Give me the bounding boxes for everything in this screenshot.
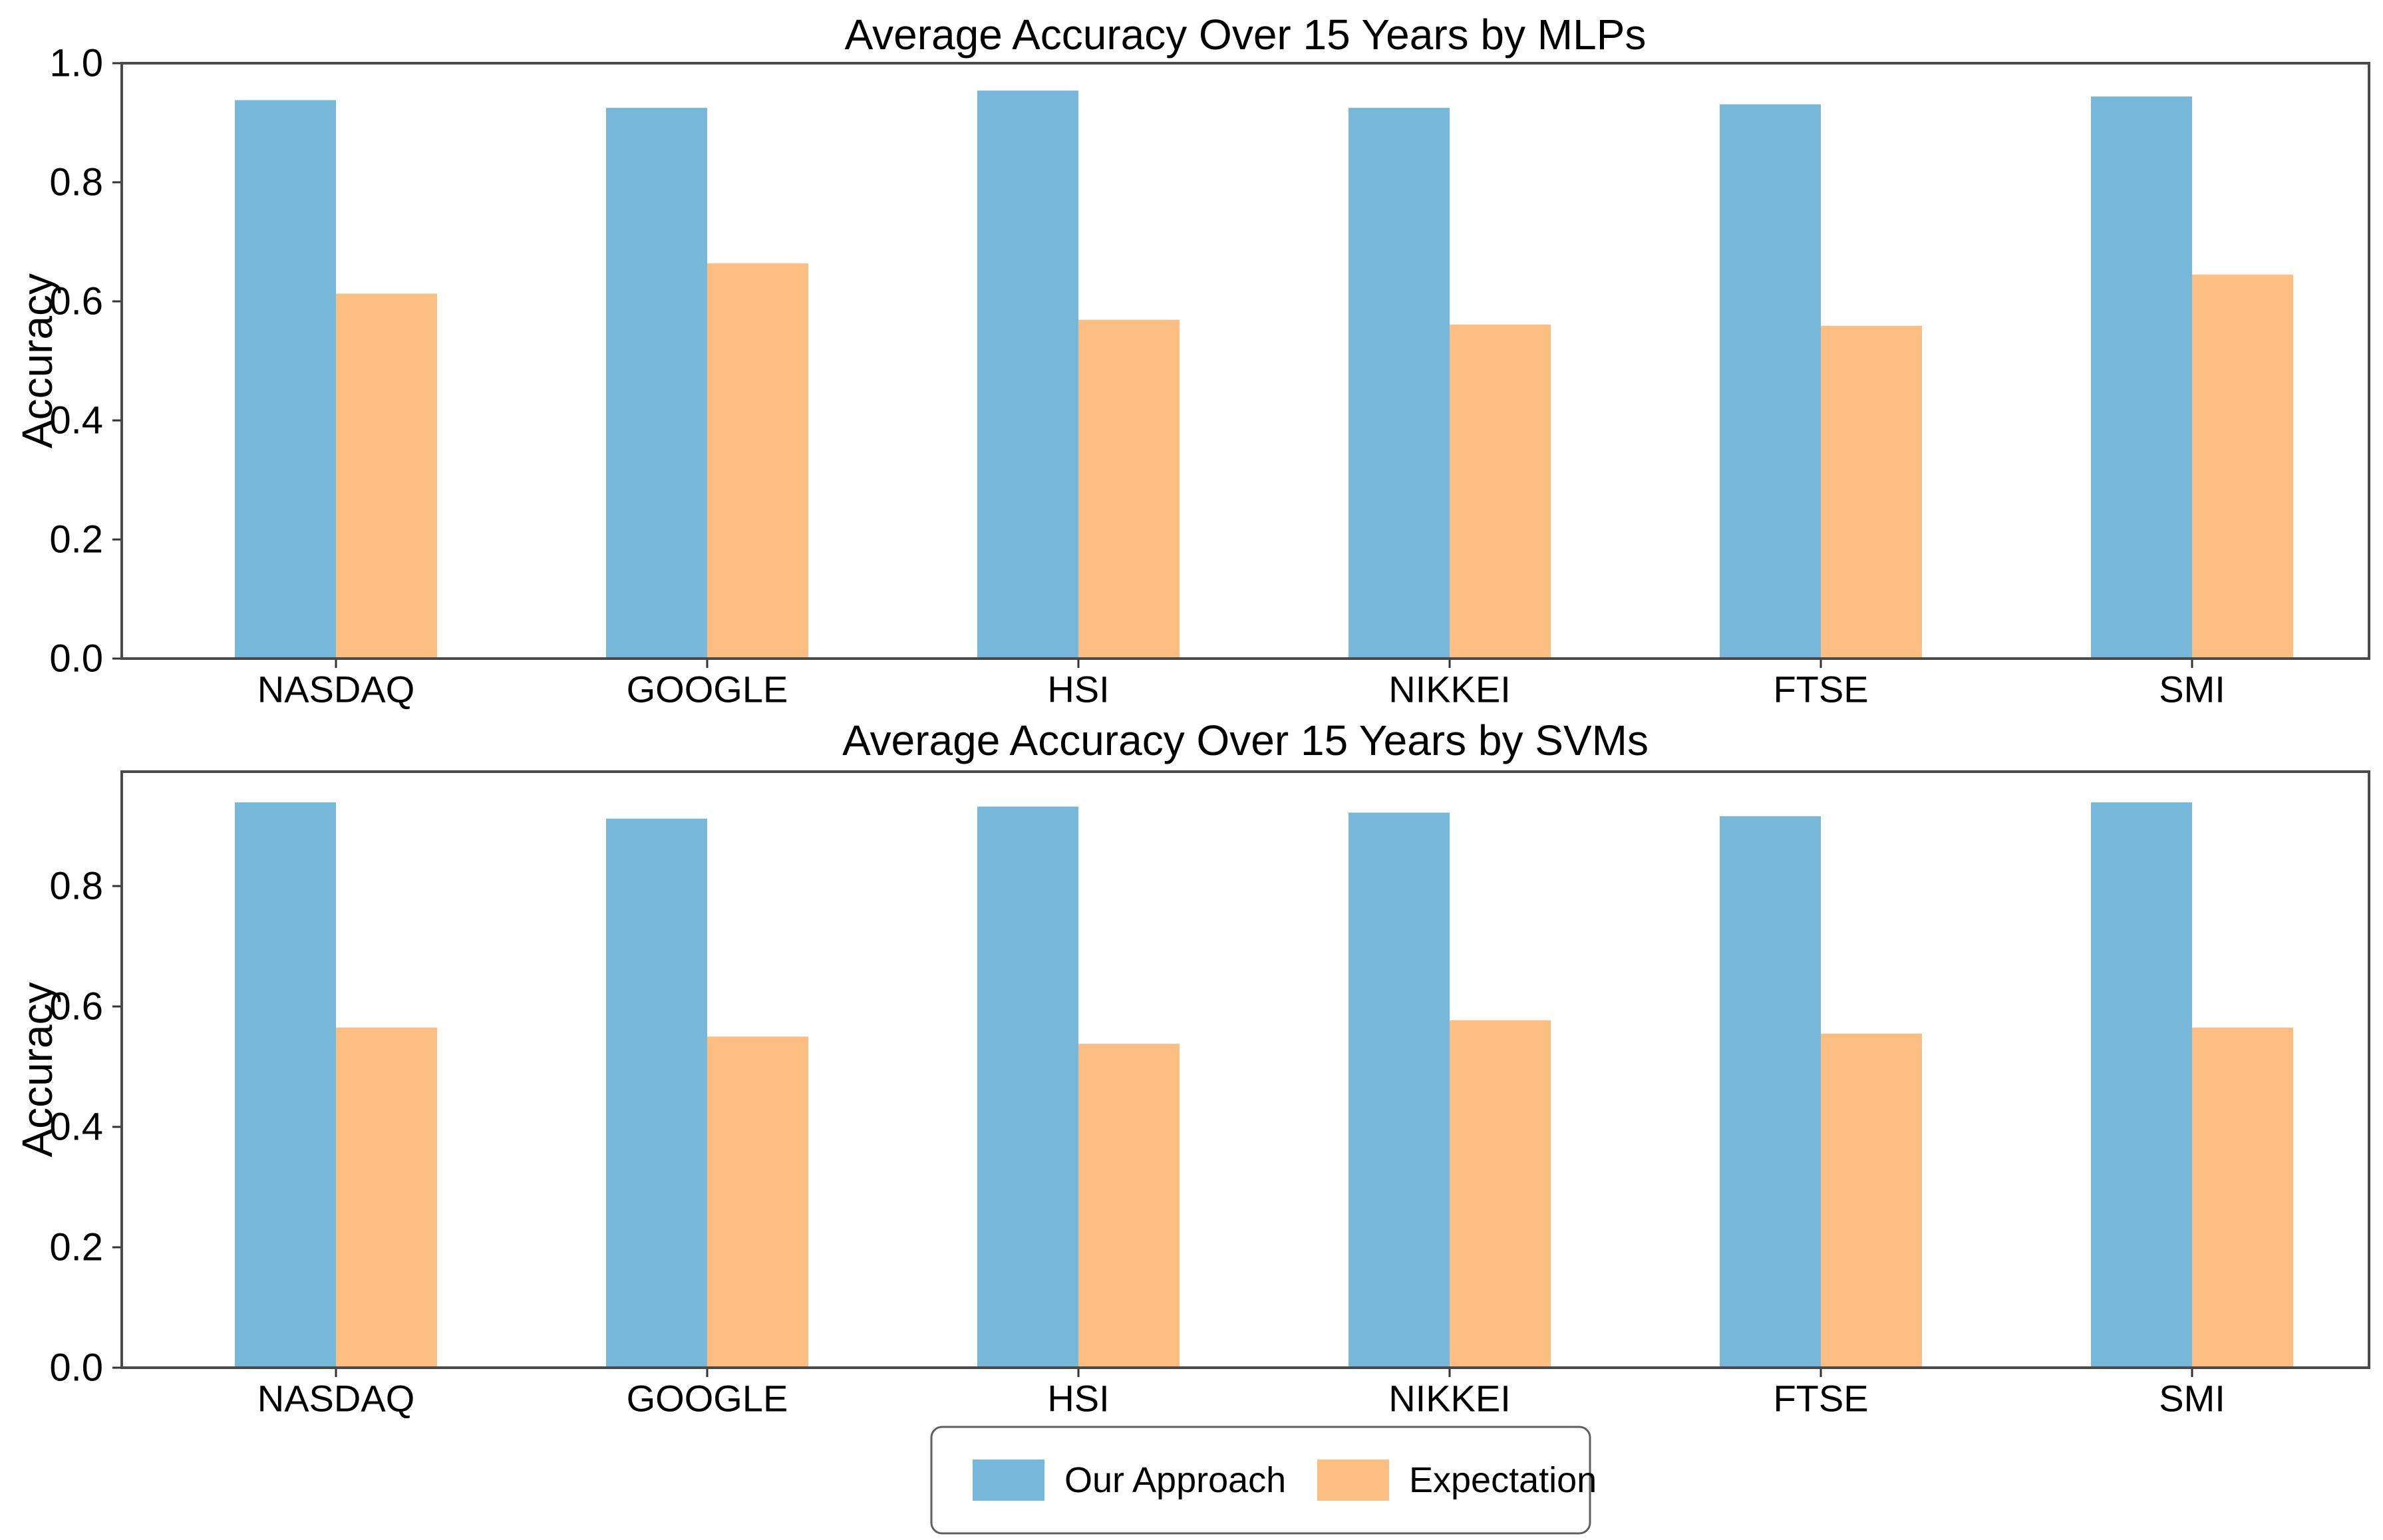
legend-swatch-our_approach — [973, 1460, 1044, 1501]
bar-our-approach-smi — [2091, 802, 2192, 1368]
y-axis-label: Accuracy — [13, 982, 61, 1157]
bar-expectation-smi — [2192, 274, 2293, 659]
bar-our-approach-nasdaq — [235, 802, 336, 1368]
bar-expectation-hsi — [1078, 319, 1180, 659]
legend-swatch-expectation — [1317, 1460, 1389, 1501]
x-tick-label-nikkei: NIKKEI — [1388, 1378, 1511, 1420]
bar-our-approach-smi — [2091, 96, 2192, 659]
y-tick-label: 0.8 — [49, 864, 103, 907]
y-tick-label: 0.2 — [49, 518, 103, 561]
x-tick-label-nikkei: NIKKEI — [1388, 669, 1511, 710]
panel-2: Average Accuracy Over 15 Years by SVMs 0.… — [13, 716, 2370, 1420]
x-tick-label-smi: SMI — [2159, 1378, 2225, 1420]
bar-expectation-smi — [2192, 1027, 2293, 1368]
legend-box — [930, 1426, 1591, 1535]
panel-2-title: Average Accuracy Over 15 Years by SVMs — [842, 716, 1649, 764]
bar-our-approach-google — [606, 108, 707, 659]
x-tick-label-nasdaq: NASDAQ — [257, 669, 415, 710]
y-axis-label: Accuracy — [13, 273, 61, 448]
bar-expectation-google — [707, 263, 808, 659]
y-tick-label: 0.8 — [49, 161, 103, 204]
x-tick-label-smi: SMI — [2159, 669, 2225, 710]
bar-expectation-ftse — [1821, 1033, 1922, 1368]
x-tick-label-google: GOOGLE — [627, 1378, 788, 1420]
legend-label-our_approach: Our Approach — [1064, 1460, 1286, 1500]
legend-label-expectation: Expectation — [1409, 1460, 1597, 1500]
bar-expectation-nikkei — [1450, 1020, 1551, 1368]
y-tick-label: 1.0 — [49, 42, 103, 85]
y-tick-label: 0.6 — [49, 985, 103, 1028]
bar-our-approach-ftse — [1720, 816, 1821, 1368]
x-tick-label-nasdaq: NASDAQ — [257, 1378, 415, 1420]
bar-our-approach-nikkei — [1349, 812, 1450, 1368]
y-tick-label: 0.6 — [49, 280, 103, 323]
bar-our-approach-hsi — [977, 806, 1078, 1368]
y-tick-label: 0.4 — [49, 1105, 103, 1148]
x-tick-label-ftse: FTSE — [1773, 669, 1868, 710]
bar-our-approach-nasdaq — [235, 100, 336, 659]
bar-expectation-nikkei — [1450, 324, 1551, 659]
y-tick-label: 0.0 — [49, 637, 103, 681]
panel-1: Average Accuracy Over 15 Years by MLPs 0.… — [13, 11, 2370, 710]
panel-1-frame — [120, 62, 2370, 660]
panel-1-title: Average Accuracy Over 15 Years by MLPs — [845, 11, 1647, 59]
bar-our-approach-ftse — [1720, 104, 1821, 659]
bar-expectation-google — [707, 1036, 808, 1368]
bar-expectation-ftse — [1821, 325, 1922, 659]
y-tick-label: 0.2 — [49, 1225, 103, 1269]
x-tick-label-ftse: FTSE — [1773, 1378, 1868, 1420]
x-tick-label-hsi: HSI — [1047, 1378, 1109, 1420]
x-tick-label-hsi: HSI — [1047, 669, 1109, 710]
y-tick-label: 0.4 — [49, 399, 103, 442]
legend: Our Approach Expectation — [930, 1426, 1597, 1535]
bar-our-approach-google — [606, 818, 707, 1368]
y-tick-label: 0.0 — [49, 1346, 103, 1390]
panel-2-frame — [120, 770, 2370, 1369]
bar-expectation-nasdaq — [336, 1027, 437, 1368]
bar-expectation-hsi — [1078, 1044, 1180, 1368]
bar-our-approach-nikkei — [1349, 108, 1450, 659]
x-tick-label-google: GOOGLE — [627, 669, 788, 710]
bar-our-approach-hsi — [977, 90, 1078, 659]
bar-expectation-nasdaq — [336, 293, 437, 659]
